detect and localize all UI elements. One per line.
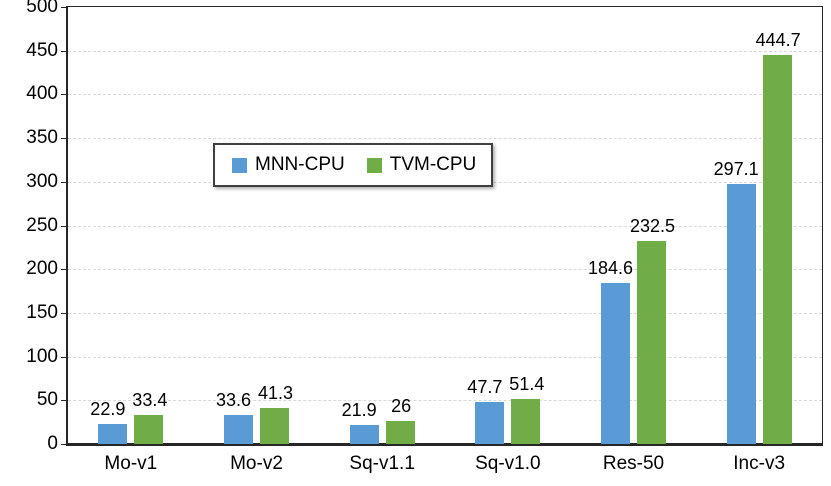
- y-axis-tick-label: 450: [26, 39, 58, 61]
- legend-label-mnn-cpu: MNN-CPU: [255, 154, 345, 175]
- gridline: [68, 225, 822, 227]
- y-axis-tick: [61, 50, 67, 52]
- x-axis-category-label: Sq-v1.0: [475, 453, 541, 474]
- y-axis-tick: [61, 225, 67, 227]
- y-axis-tick: [61, 444, 67, 445]
- bar-mnn-cpu-mo-v2: [224, 414, 253, 444]
- bar-mnn-cpu-mo-v1: [98, 424, 128, 444]
- legend-item-mnn-cpu: MNN-CPU: [232, 154, 345, 176]
- x-axis-category-label: Mo-v1: [104, 453, 158, 474]
- plot-border-right: [822, 6, 823, 446]
- bar-tvm-cpu-inc-v3: [762, 55, 792, 444]
- bar-tvm-cpu-res-50: [637, 240, 666, 444]
- data-label-tvm-cpu-sq-v1.0: 51.4: [509, 374, 545, 395]
- data-label-mnn-cpu-mo-v1: 22.9: [90, 398, 126, 419]
- y-axis-tick: [61, 138, 67, 140]
- bar-tvm-cpu-sq-v1.1: [385, 421, 415, 444]
- bar-tvm-cpu-sq-v1.0: [511, 399, 541, 444]
- y-axis-tick-label: 400: [26, 83, 58, 105]
- legend-swatch-mnn-cpu: [232, 157, 247, 173]
- data-label-mnn-cpu-mo-v2: 33.6: [215, 389, 252, 410]
- data-label-mnn-cpu-res-50: 184.6: [587, 257, 634, 278]
- gridline: [68, 269, 822, 271]
- y-axis-tick-label: 150: [26, 301, 58, 323]
- legend-label-tvm-cpu: TVM-CPU: [389, 154, 477, 175]
- gridline: [68, 94, 822, 96]
- y-axis-tick-label: 200: [26, 258, 58, 280]
- x-axis-category-label: Res-50: [602, 453, 665, 474]
- y-axis-tick: [61, 181, 67, 183]
- legend: MNN-CPU TVM-CPU: [213, 143, 494, 187]
- x-axis-category-label: Inc-v3: [733, 453, 786, 474]
- y-axis-tick-label: 500: [26, 0, 58, 17]
- y-axis-tick: [61, 7, 67, 8]
- plot-border-top: [66, 6, 823, 7]
- x-axis-category-label: Mo-v2: [230, 453, 283, 474]
- y-axis-tick-label: 300: [26, 170, 58, 192]
- data-label-tvm-cpu-inc-v3: 444.7: [755, 30, 801, 51]
- bar-mnn-cpu-sq-v1.1: [349, 424, 379, 444]
- data-label-tvm-cpu-mo-v2: 41.3: [257, 382, 294, 403]
- y-axis-tick-label: 50: [36, 389, 58, 411]
- y-axis-line: [66, 6, 68, 446]
- gridline: [68, 50, 822, 52]
- gridline: [68, 356, 822, 358]
- gridline: [68, 138, 822, 140]
- y-axis-tick: [61, 312, 67, 314]
- bar-tvm-cpu-mo-v1: [134, 414, 164, 444]
- bar-tvm-cpu-mo-v2: [260, 407, 289, 444]
- legend-item-tvm-cpu: TVM-CPU: [366, 154, 477, 176]
- y-axis-tick: [61, 94, 67, 96]
- bar-mnn-cpu-inc-v3: [726, 184, 756, 444]
- y-axis-tick-label: 250: [26, 214, 58, 236]
- y-axis-tick-label: 350: [26, 127, 58, 149]
- gridline: [68, 400, 822, 402]
- data-label-mnn-cpu-sq-v1.1: 21.9: [341, 399, 377, 420]
- data-label-tvm-cpu-sq-v1.1: 26: [391, 396, 412, 417]
- y-axis-tick: [61, 400, 67, 402]
- data-label-tvm-cpu-res-50: 232.5: [629, 215, 676, 236]
- y-axis-tick-label: 0: [47, 433, 58, 454]
- gridline: [68, 312, 822, 314]
- x-axis-line: [66, 443, 823, 446]
- x-axis-category-label: Sq-v1.1: [349, 453, 415, 474]
- plot-area: 22.9 33.4 33.6 41.3 21.9 26 47.7 51.4 184.6 232.5…: [68, 7, 822, 444]
- bar-mnn-cpu-res-50: [601, 282, 630, 444]
- y-axis-tick: [61, 356, 67, 358]
- bar-mnn-cpu-sq-v1.0: [475, 402, 505, 444]
- data-label-mnn-cpu-inc-v3: 297.1: [713, 159, 759, 180]
- data-label-tvm-cpu-mo-v1: 33.4: [132, 389, 168, 410]
- data-label-mnn-cpu-sq-v1.0: 47.7: [467, 377, 503, 398]
- legend-swatch-tvm-cpu: [366, 157, 382, 173]
- y-axis-tick: [61, 269, 67, 271]
- y-axis-tick-label: 100: [26, 345, 58, 367]
